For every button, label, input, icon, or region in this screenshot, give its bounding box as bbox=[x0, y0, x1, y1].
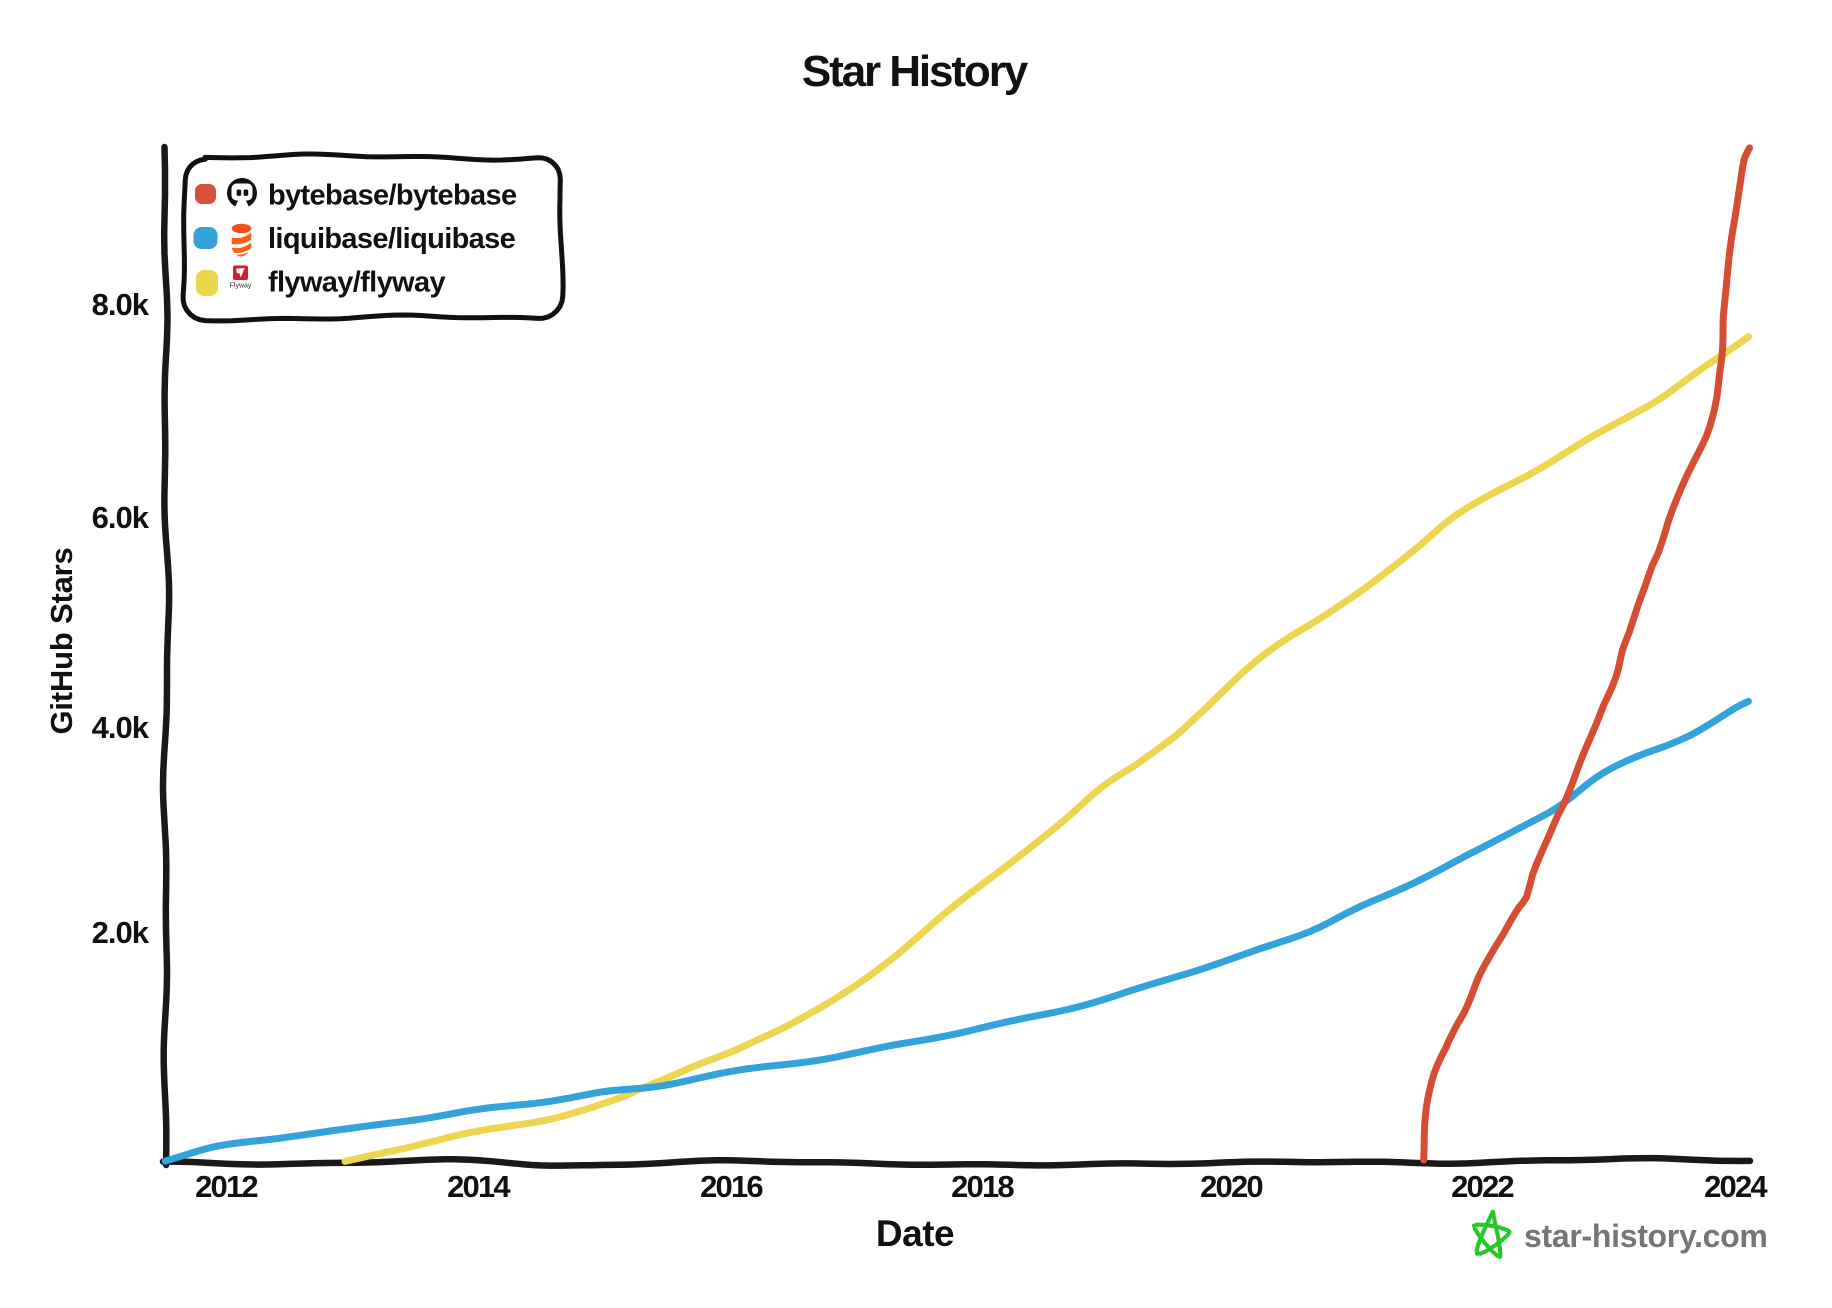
svg-text:Star History: Star History bbox=[802, 47, 1029, 96]
svg-text:2.0k: 2.0k bbox=[92, 915, 150, 950]
svg-text:flyway/flyway: flyway/flyway bbox=[268, 267, 445, 299]
svg-text:GitHub Stars: GitHub Stars bbox=[44, 547, 79, 734]
svg-text:liquibase/liquibase: liquibase/liquibase bbox=[268, 223, 516, 255]
svg-text:Flyway: Flyway bbox=[230, 283, 252, 290]
svg-text:2020: 2020 bbox=[1200, 1169, 1262, 1204]
svg-text:2018: 2018 bbox=[951, 1169, 1014, 1204]
svg-text:bytebase/bytebase: bytebase/bytebase bbox=[268, 180, 517, 212]
svg-text:2016: 2016 bbox=[700, 1169, 763, 1204]
svg-text:star-history.com: star-history.com bbox=[1524, 1218, 1768, 1254]
svg-text:2012: 2012 bbox=[195, 1169, 257, 1204]
svg-text:8.0k: 8.0k bbox=[92, 287, 150, 322]
svg-text:Date: Date bbox=[876, 1213, 954, 1254]
svg-text:2022: 2022 bbox=[1451, 1169, 1513, 1204]
svg-text:6.0k: 6.0k bbox=[92, 500, 150, 535]
svg-text:4.0k: 4.0k bbox=[92, 710, 150, 745]
svg-text:2024: 2024 bbox=[1704, 1169, 1768, 1204]
svg-text:2014: 2014 bbox=[447, 1169, 511, 1204]
